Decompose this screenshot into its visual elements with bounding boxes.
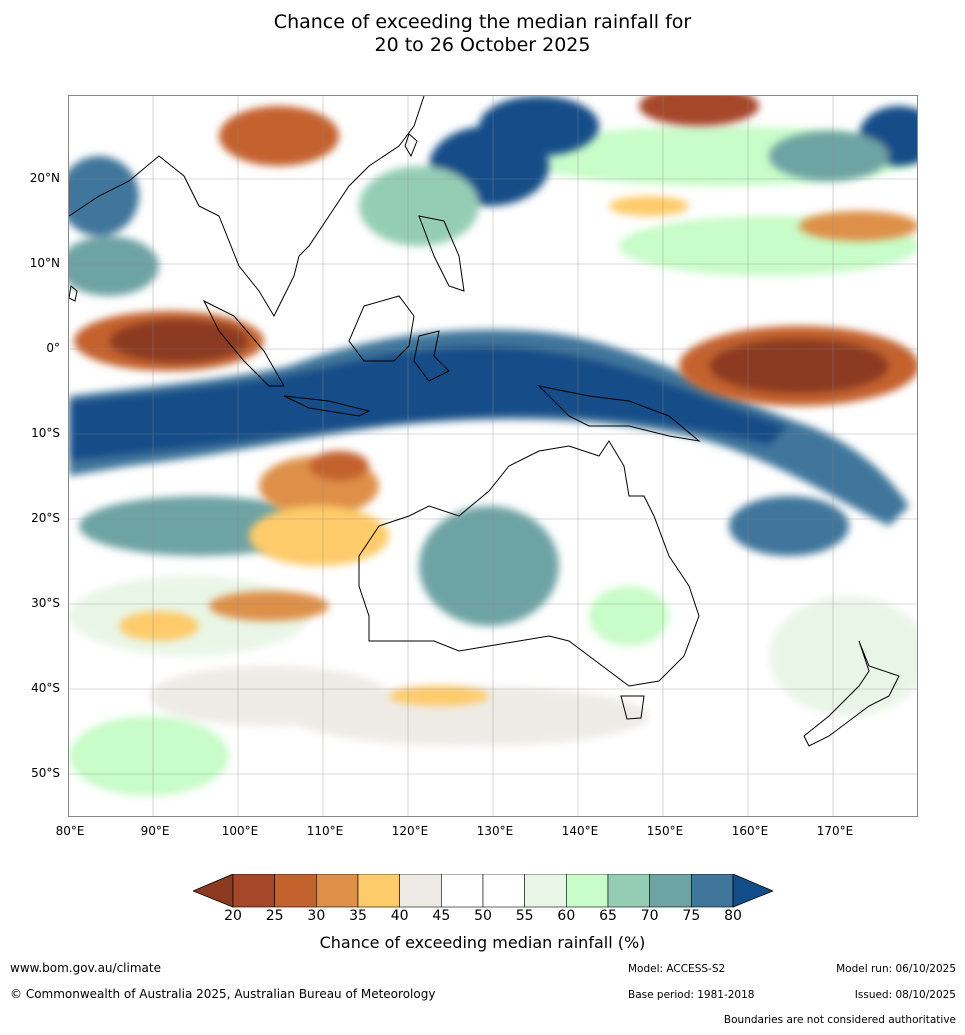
lon-label-120e: 120°E — [391, 824, 429, 838]
colorbar — [193, 874, 773, 908]
coast-tasmania — [620, 695, 645, 720]
colorbar-tick-label: 65 — [599, 908, 617, 924]
coast-sulawesi — [413, 330, 450, 382]
probability-field-light — [69, 126, 917, 796]
coast-sri-lanka — [69, 285, 78, 302]
lon-label-100e: 100°E — [221, 824, 259, 838]
footer-model-run: Model run: 06/10/2025 — [836, 963, 956, 975]
map-svg — [69, 96, 917, 816]
lat-label-10n: 10°N — [29, 256, 60, 270]
coast-new-guinea — [537, 385, 701, 442]
colorbar-cell — [357, 874, 400, 908]
lon-label-170e: 170°E — [816, 824, 854, 838]
footer-base-period: Base period: 1981-2018 — [628, 989, 755, 1001]
coast-borneo — [348, 295, 415, 362]
colorbar-cell — [232, 874, 275, 908]
colorbar-cells — [232, 874, 734, 908]
map-title: Chance of exceeding the median rainfall … — [0, 11, 965, 57]
footer-url: www.bom.gov.au/climate — [10, 961, 161, 975]
colorbar-tick-label: 35 — [349, 908, 367, 924]
coast-java — [283, 395, 371, 417]
colorbar-cell — [691, 874, 734, 908]
colorbar-tick-label: 45 — [432, 908, 451, 924]
coast-australia — [358, 440, 700, 687]
colorbar-title: Chance of exceeding median rainfall (%) — [319, 933, 646, 952]
colorbar-cell — [399, 874, 442, 908]
coast-sumatra — [202, 299, 285, 387]
title-line-1: Chance of exceeding the median rainfall … — [273, 11, 692, 33]
lat-label-50s: 50°S — [31, 766, 60, 780]
coastlines — [69, 96, 900, 747]
lat-label-20n: 20°N — [29, 171, 60, 185]
lon-label-150e: 150°E — [646, 824, 684, 838]
colorbar-tick-label: 30 — [307, 908, 326, 924]
colorbar-under-arrow — [193, 874, 234, 908]
rainfall-map — [68, 95, 918, 817]
footer-copyright: © Commonwealth of Australia 2025, Austra… — [10, 987, 436, 1001]
colorbar-cell — [607, 874, 650, 908]
coast-new-zealand — [803, 640, 900, 747]
colorbar-tick-label: 80 — [724, 908, 742, 924]
lat-label-40s: 40°S — [31, 681, 60, 695]
colorbar-cell — [482, 874, 525, 908]
colorbar-tick-label: 20 — [224, 908, 242, 924]
colorbar-cell — [316, 874, 359, 908]
footer-model: Model: ACCESS-S2 — [628, 963, 726, 975]
title-line-2: 20 to 26 October 2025 — [374, 34, 591, 56]
lon-label-140e: 140°E — [561, 824, 599, 838]
coast-mainland-asia — [69, 96, 425, 318]
colorbar-cell — [441, 874, 484, 908]
footer-issued: Issued: 08/10/2025 — [854, 989, 956, 1001]
lat-label-30s: 30°S — [31, 596, 60, 610]
lon-label-90e: 90°E — [140, 824, 170, 838]
colorbar-tick-label: 40 — [390, 908, 409, 924]
colorbar-cell — [649, 874, 692, 908]
lat-label-10s: 10°S — [31, 426, 60, 440]
probability-field-wet — [69, 96, 917, 626]
lon-label-80e: 80°E — [55, 824, 85, 838]
colorbar-cell — [566, 874, 609, 908]
colorbar-tick-label: 60 — [557, 908, 576, 924]
lat-label-20s: 20°S — [31, 511, 60, 525]
colorbar-tick-label: 70 — [640, 908, 659, 924]
colorbar-cell — [274, 874, 317, 908]
colorbar-tick-label: 25 — [265, 908, 284, 924]
probability-field-dry — [74, 96, 917, 706]
colorbar-tick-label: 75 — [682, 908, 701, 924]
coast-philippines — [418, 215, 465, 292]
colorbar-over-arrow — [732, 874, 773, 908]
coast-taiwan — [404, 133, 418, 158]
colorbar-tick-label: 50 — [474, 908, 492, 924]
lon-label-160e: 160°E — [731, 824, 769, 838]
colorbar-cell — [524, 874, 567, 908]
lat-label-0: 0° — [46, 341, 60, 355]
lon-label-130e: 130°E — [476, 824, 514, 838]
graticule — [69, 96, 917, 816]
footer-disclaimer: Boundaries are not considered authoritat… — [723, 1014, 956, 1026]
lon-label-110e: 110°E — [306, 824, 344, 838]
colorbar-tick-label: 55 — [515, 908, 534, 924]
